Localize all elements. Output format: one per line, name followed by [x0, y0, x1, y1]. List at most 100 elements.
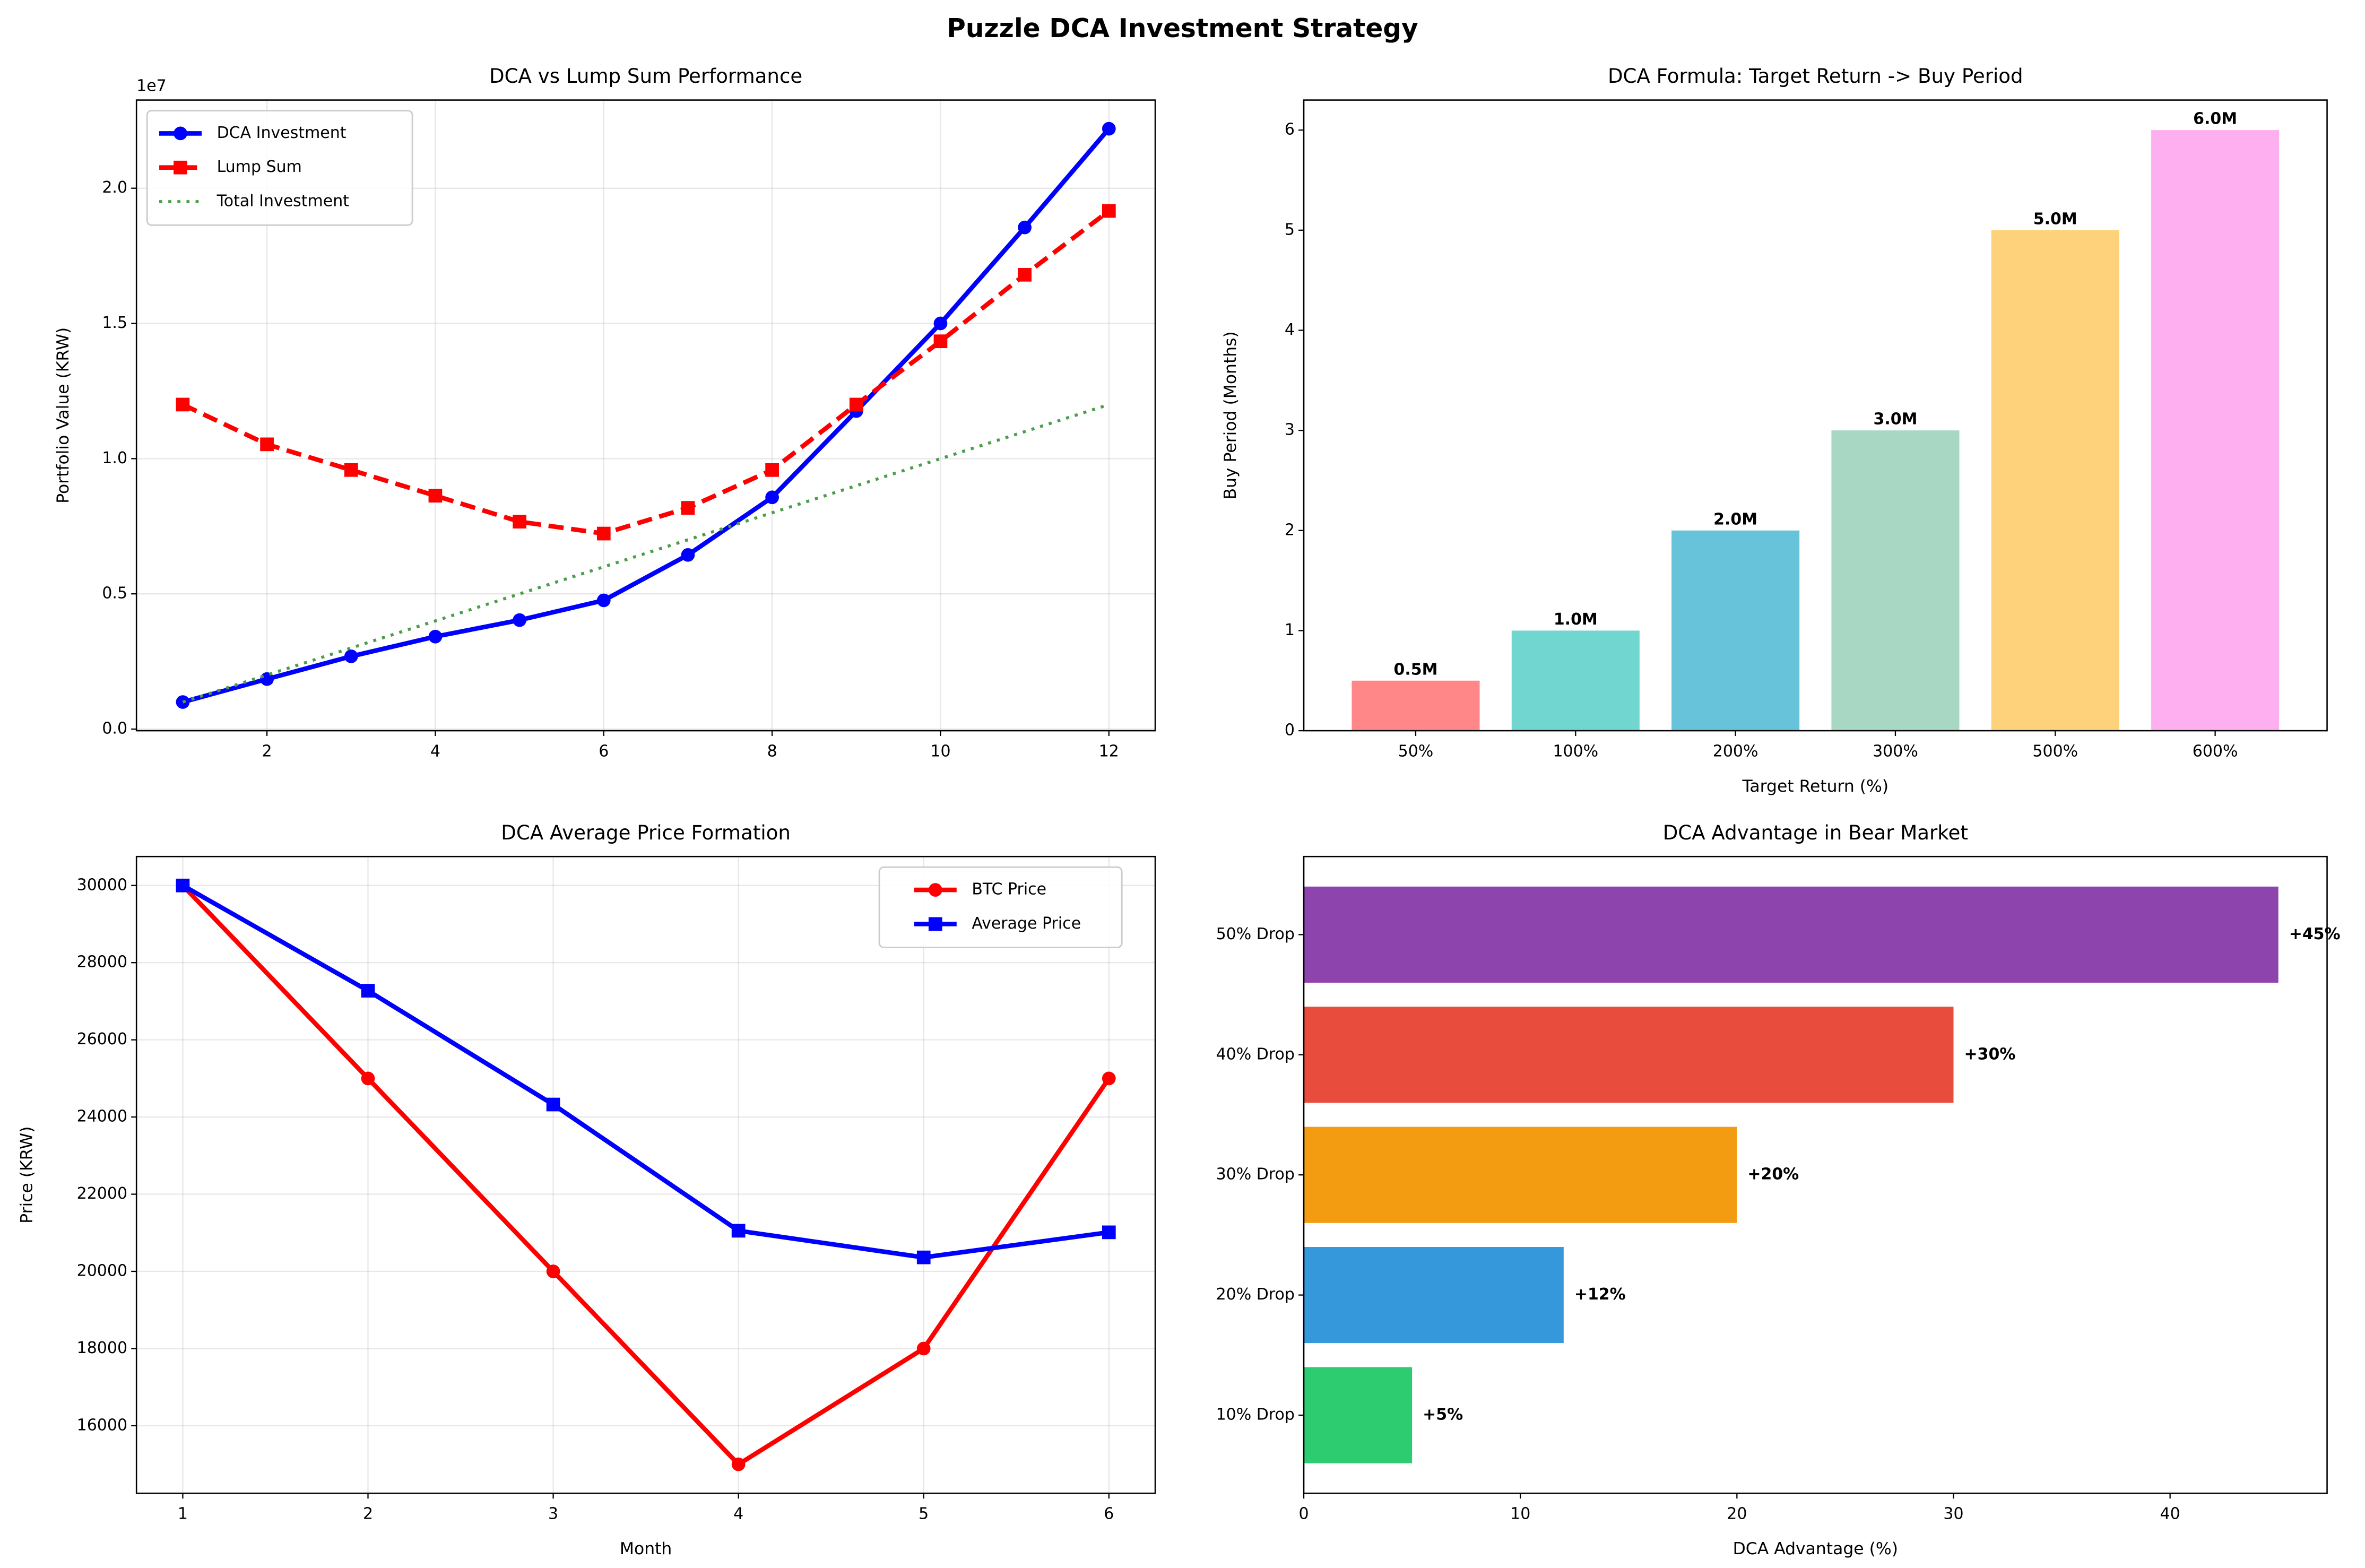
- bar: [1671, 530, 1800, 731]
- x-tick-label: 12: [1099, 742, 1119, 761]
- marker: [344, 649, 358, 663]
- x-tick-label: 50%: [1398, 742, 1434, 761]
- marker: [916, 1341, 931, 1356]
- value-label: +30%: [1964, 1045, 2015, 1063]
- y-tick-label: 30% Drop: [1216, 1165, 1295, 1184]
- y-tick-label: 40% Drop: [1216, 1045, 1295, 1063]
- value-label: 0.5M: [1394, 660, 1438, 679]
- marker: [596, 593, 611, 608]
- marker: [1102, 1071, 1116, 1086]
- legend-label: DCA Investment: [217, 124, 346, 142]
- series-line: [182, 127, 1111, 705]
- marker: [428, 629, 443, 644]
- marker: [176, 878, 190, 893]
- bar: [1304, 1007, 1954, 1103]
- legend-label: BTC Price: [972, 880, 1046, 899]
- marker: [174, 126, 187, 141]
- series-line: [181, 209, 1111, 536]
- x-tick-label: 2: [262, 742, 272, 761]
- marker: [933, 334, 948, 349]
- marker: [361, 1071, 375, 1086]
- y-tick-label: 28000: [77, 953, 127, 972]
- chart-title: DCA Average Price Formation: [501, 821, 791, 844]
- x-tick-label: 10: [1510, 1505, 1530, 1523]
- y-axis-label: Buy Period (Months): [1221, 331, 1240, 499]
- y-tick-label: 22000: [77, 1184, 127, 1203]
- y-tick-label: 26000: [77, 1030, 127, 1049]
- marker: [428, 489, 443, 503]
- marker: [1018, 267, 1032, 282]
- marker: [361, 984, 375, 998]
- legend: DCA Investment Lump Sum Total Investment: [146, 110, 413, 226]
- y-tick-label: 1.0: [102, 449, 127, 467]
- bar: [1304, 1367, 1413, 1463]
- y-tick-label: 0: [1285, 721, 1295, 740]
- y-tick-label: 1: [1285, 621, 1295, 639]
- x-tick-label: 30: [1943, 1505, 1963, 1523]
- figure-title: Puzzle DCA Investment Strategy: [947, 14, 1418, 44]
- value-label: +20%: [1747, 1165, 1799, 1184]
- value-label: 6.0M: [2193, 110, 2237, 128]
- y-tick-label: 20000: [77, 1261, 127, 1280]
- y-tick-label: 24000: [77, 1107, 127, 1126]
- legend-label: Total Investment: [216, 192, 350, 210]
- marker: [1102, 204, 1116, 218]
- x-tick-label: 10: [930, 742, 950, 761]
- value-label: 5.0M: [2033, 210, 2077, 228]
- axes-frame: [135, 855, 1156, 1494]
- value-label: 3.0M: [1873, 410, 1917, 429]
- x-tick-label: 8: [767, 742, 777, 761]
- marker: [513, 515, 526, 529]
- series-line: [182, 403, 1110, 704]
- marker: [765, 463, 779, 477]
- bar: [1304, 1247, 1564, 1344]
- y-axis-label: Portfolio Value (KRW): [54, 327, 73, 504]
- x-tick-label: 40: [2160, 1505, 2180, 1523]
- y-axis-label: Price (KRW): [17, 1127, 36, 1224]
- bar: [1304, 1127, 1737, 1223]
- y-tick-label: 0.0: [102, 720, 127, 738]
- bar: [1831, 430, 1960, 731]
- marker: [596, 526, 611, 541]
- x-axis-label: Month: [620, 1539, 672, 1558]
- bar: [1511, 630, 1640, 731]
- marker: [681, 548, 695, 562]
- y-tick-label: 1.5: [102, 314, 127, 332]
- axes-frame: [1303, 99, 2328, 732]
- legend-label: Average Price: [972, 914, 1081, 933]
- bar: [2151, 130, 2280, 731]
- value-label: +12%: [1574, 1285, 1626, 1304]
- legend: BTC Price Average Price: [878, 866, 1123, 949]
- x-tick-label: 20: [1727, 1505, 1747, 1523]
- marker: [731, 1224, 746, 1238]
- x-tick-label: 600%: [2193, 742, 2238, 761]
- y-tick-label: 18000: [77, 1339, 127, 1357]
- marker: [933, 316, 948, 331]
- y-tick-label: 3: [1285, 421, 1295, 439]
- chart-title: DCA Advantage in Bear Market: [1663, 821, 1968, 844]
- x-tick-label: 1: [178, 1505, 188, 1523]
- marker: [928, 917, 942, 931]
- legend-box: [878, 866, 1123, 949]
- chart-title: DCA Formula: Target Return -> Buy Period: [1608, 65, 2023, 88]
- marker: [1102, 1225, 1116, 1240]
- marker: [260, 672, 274, 686]
- x-tick-label: 5: [919, 1505, 929, 1523]
- series-line: [181, 883, 1110, 1260]
- x-tick-label: 6: [599, 742, 609, 761]
- x-tick-label: 0: [1299, 1505, 1309, 1523]
- x-tick-label: 3: [548, 1505, 558, 1523]
- value-label: +5%: [1423, 1405, 1463, 1424]
- value-label: +45%: [2289, 925, 2341, 943]
- axes-frame: [135, 99, 1156, 732]
- axis-offset-label: 1e7: [136, 76, 167, 95]
- marker: [1102, 122, 1116, 136]
- y-tick-label: 4: [1285, 320, 1295, 339]
- marker: [916, 1250, 931, 1264]
- x-tick-label: 300%: [1873, 742, 1918, 761]
- y-tick-label: 10% Drop: [1216, 1405, 1295, 1424]
- marker: [546, 1097, 560, 1112]
- y-tick-label: 16000: [77, 1416, 127, 1434]
- bar: [1304, 886, 2279, 983]
